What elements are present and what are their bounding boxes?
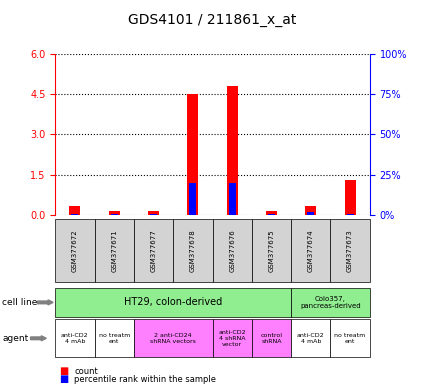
- Text: GSM377677: GSM377677: [150, 229, 156, 272]
- Bar: [187, 94, 198, 215]
- Text: control
shRNA: control shRNA: [261, 333, 283, 344]
- Text: count: count: [74, 367, 98, 376]
- Bar: [227, 86, 238, 215]
- Text: Colo357,
pancreas-derived: Colo357, pancreas-derived: [300, 296, 361, 309]
- Text: GSM377673: GSM377673: [347, 229, 353, 272]
- Text: GSM377676: GSM377676: [229, 229, 235, 272]
- Text: anti-CD2
4 mAb: anti-CD2 4 mAb: [61, 333, 89, 344]
- Text: GSM377671: GSM377671: [111, 229, 117, 272]
- Bar: [109, 211, 120, 215]
- Text: anti-CD2
4 shRNA
vector: anti-CD2 4 shRNA vector: [218, 330, 246, 347]
- Text: percentile rank within the sample: percentile rank within the sample: [74, 375, 216, 384]
- Text: GSM377674: GSM377674: [308, 229, 314, 272]
- Text: agent: agent: [2, 334, 28, 343]
- Text: ■: ■: [60, 374, 69, 384]
- Bar: [307, 212, 314, 215]
- Text: no treatm
ent: no treatm ent: [334, 333, 366, 344]
- Bar: [150, 214, 157, 215]
- Bar: [69, 206, 80, 215]
- Text: 2 anti-CD24
shRNA vectors: 2 anti-CD24 shRNA vectors: [150, 333, 196, 344]
- Bar: [148, 211, 159, 215]
- Bar: [345, 180, 356, 215]
- Text: GSM377675: GSM377675: [269, 229, 275, 272]
- Text: GDS4101 / 211861_x_at: GDS4101 / 211861_x_at: [128, 13, 297, 27]
- Bar: [110, 214, 118, 215]
- Bar: [266, 211, 277, 215]
- Text: GSM377672: GSM377672: [72, 229, 78, 272]
- Text: HT29, colon-derived: HT29, colon-derived: [124, 297, 222, 308]
- Text: no treatm
ent: no treatm ent: [99, 333, 130, 344]
- Bar: [346, 214, 354, 215]
- Bar: [71, 214, 79, 215]
- Bar: [229, 183, 236, 215]
- Text: ■: ■: [60, 366, 69, 376]
- Text: GSM377678: GSM377678: [190, 229, 196, 272]
- Bar: [305, 206, 316, 215]
- Bar: [189, 183, 196, 215]
- Bar: [268, 214, 275, 215]
- Text: cell line: cell line: [2, 298, 37, 307]
- Text: anti-CD2
4 mAb: anti-CD2 4 mAb: [297, 333, 325, 344]
